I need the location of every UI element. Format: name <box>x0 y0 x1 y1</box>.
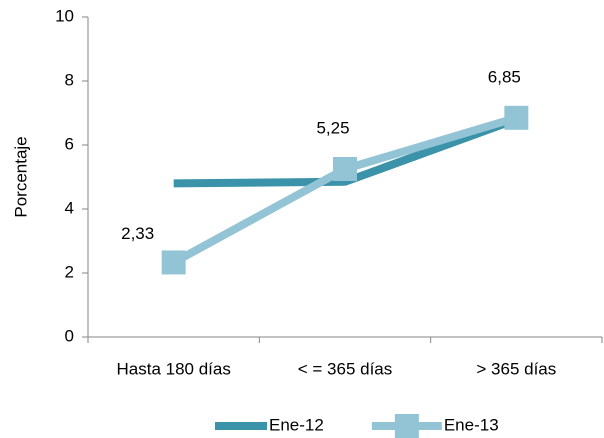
legend-marker <box>394 414 419 438</box>
x-tick-label: < = 365 días <box>298 359 393 378</box>
y-axis-label: Porcentaje <box>11 136 30 217</box>
y-tick-label: 8 <box>65 70 74 89</box>
value-label: 6,85 <box>488 67 521 86</box>
marker <box>504 105 529 130</box>
series-line <box>173 115 518 188</box>
y-tick-label: 2 <box>65 262 74 281</box>
value-label: 5,25 <box>316 118 349 137</box>
value-label: 2,33 <box>121 224 154 243</box>
x-tick-label: Hasta 180 días <box>116 359 230 378</box>
y-tick-label: 10 <box>55 6 74 25</box>
y-tick-label: 0 <box>65 326 74 345</box>
y-tick-label: 6 <box>65 134 74 153</box>
y-tick-label: 4 <box>65 198 74 217</box>
x-tick-label: > 365 días <box>476 359 556 378</box>
marker <box>161 250 186 275</box>
legend-label: Ene-13 <box>444 415 499 434</box>
marker <box>333 157 357 181</box>
legend-label: Ene-12 <box>269 415 324 434</box>
